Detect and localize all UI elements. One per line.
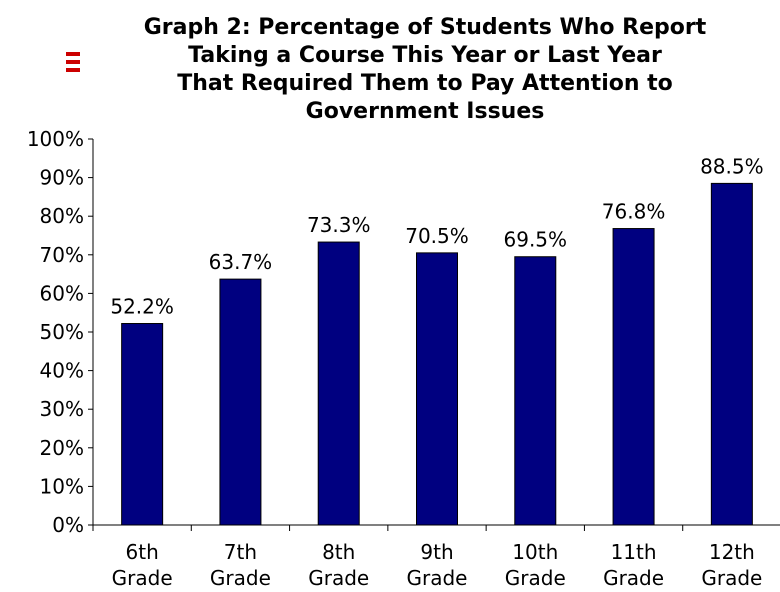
y-tick-label: 10% [40,474,84,498]
x-category-label: 11th [611,540,657,564]
y-tick-label: 90% [40,166,84,190]
x-category-label: Grade [701,566,762,590]
x-category-label: 12th [709,540,755,564]
bars [121,182,753,526]
y-tick-label: 80% [40,204,84,228]
data-label: 73.3% [307,213,371,237]
y-tick-label: 0% [52,513,84,537]
data-label: 69.5% [504,228,568,252]
chart-title-line: Government Issues [306,99,545,124]
y-tick-label: 30% [40,397,84,421]
data-label: 76.8% [602,200,666,224]
x-category-label: 8th [322,540,355,564]
x-category-label: Grade [505,566,566,590]
bar [514,256,557,526]
bar [219,278,262,526]
bar [317,241,360,526]
menu-icon-bar [66,68,80,72]
bar [612,228,655,526]
x-category-label: Grade [308,566,369,590]
data-labels: 52.2% 63.7% 73.3% 70.5% 69.5% 76.8% 88.5% [110,154,763,318]
chart-title-line: Taking a Course This Year or Last Year [188,43,662,68]
x-category-label: Grade [407,566,468,590]
data-label: 70.5% [405,224,469,248]
bar [710,182,753,526]
y-tick-label: 70% [40,243,84,267]
bar [416,252,458,526]
menu-icon[interactable] [66,52,80,72]
bar [121,323,164,526]
y-tick-label: 100% [27,127,84,151]
data-label: 52.2% [110,295,174,319]
data-label: 88.5% [700,154,764,178]
y-axis-ticks: 0% 10% 20% 30% 40% 50% 60% 70% 80% 90% 100% [27,127,93,537]
x-category-label: 10th [512,540,558,564]
x-category-label: 9th [420,540,453,564]
y-tick-label: 40% [40,359,84,383]
y-tick-label: 60% [40,281,84,305]
x-category-label: Grade [210,566,271,590]
y-tick-label: 50% [40,320,84,344]
chart-title-line: That Required Them to Pay Attention to [177,71,673,96]
data-label: 63.7% [209,250,273,274]
x-axis-labels: 6thGrade7thGrade8thGrade9thGrade10thGrad… [92,525,762,590]
x-category-label: Grade [603,566,664,590]
x-category-label: 7th [224,540,257,564]
chart-title-line: Graph 2: Percentage of Students Who Repo… [144,15,707,40]
menu-icon-bar [66,60,80,64]
menu-icon-bar [66,52,80,56]
y-tick-label: 20% [40,436,84,460]
x-category-label: Grade [112,566,173,590]
x-category-label: 6th [126,540,159,564]
